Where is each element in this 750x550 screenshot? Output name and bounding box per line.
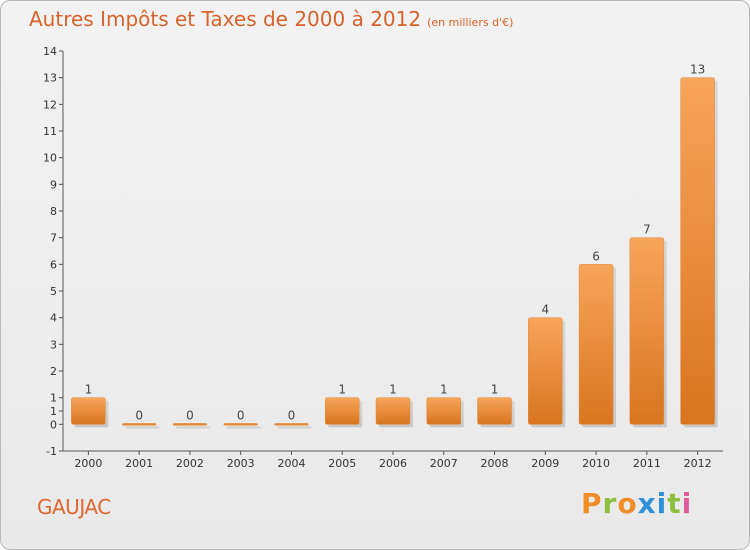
bar-value-label: 0	[186, 408, 194, 422]
y-tick-label: 5	[50, 285, 57, 298]
y-tick-label: 4	[50, 312, 57, 325]
bar-value-label: 1	[440, 383, 448, 397]
y-tick-label: 10	[43, 152, 57, 165]
y-tick-label: 7	[50, 232, 57, 245]
bar-value-label: 1	[338, 383, 346, 397]
bar-shadow	[226, 426, 261, 429]
logo-letter: i	[681, 487, 693, 520]
y-tick-label: 8	[50, 205, 57, 218]
y-tick-label: 1	[50, 405, 57, 418]
bar	[528, 317, 563, 425]
bar-value-label: 0	[237, 408, 245, 422]
x-tick-label: 2011	[633, 457, 661, 470]
bar	[680, 77, 715, 425]
bar-value-label: 0	[288, 408, 296, 422]
bar-shadow	[125, 426, 160, 429]
y-tick-label: 3	[50, 338, 57, 351]
chart-title-unit: (en milliers d'€)	[427, 16, 514, 29]
bar-shadow	[175, 426, 210, 429]
bar-value-label: 7	[643, 223, 651, 237]
bar-value-label: 0	[135, 408, 143, 422]
x-tick-label: 2010	[582, 457, 610, 470]
y-tick-label: 6	[50, 258, 57, 271]
x-tick-label: 2001	[125, 457, 153, 470]
y-tick-label: 0	[50, 418, 57, 431]
x-tick-label: 2009	[531, 457, 559, 470]
proxiti-logo: Proxiti	[581, 487, 692, 520]
bar-value-label: 6	[592, 249, 600, 263]
y-tick-label: -1	[46, 445, 57, 458]
bar	[477, 397, 512, 425]
y-tick-label: 12	[43, 98, 57, 111]
bar	[578, 264, 614, 425]
logo-letter: i	[656, 487, 668, 520]
bar	[274, 423, 309, 426]
bar	[324, 397, 360, 425]
chart-title: Autres Impôts et Taxes de 2000 à 2012 (en…	[29, 7, 513, 31]
bar	[375, 397, 411, 425]
bar-value-label: 4	[541, 303, 549, 317]
logo-letter: t	[667, 487, 682, 520]
bar-value-label: 13	[690, 63, 705, 77]
logo-letter: o	[617, 487, 638, 520]
commune-name: GAUJAC	[37, 495, 111, 519]
bar-value-label: 1	[491, 383, 499, 397]
bar-value-label: 1	[85, 383, 93, 397]
logo-letter: r	[602, 487, 618, 520]
y-tick-label: 2	[50, 365, 57, 378]
y-tick-label: 11	[43, 125, 57, 138]
x-tick-label: 2005	[328, 457, 356, 470]
x-tick-label: 2007	[430, 457, 458, 470]
y-tick-label: 1	[50, 392, 57, 405]
x-tick-label: 2006	[379, 457, 407, 470]
y-tick-label: 14	[43, 45, 57, 58]
x-tick-label: 2003	[227, 457, 255, 470]
x-tick-label: 2002	[176, 457, 204, 470]
logo-letter: x	[637, 487, 657, 520]
bar	[172, 423, 208, 426]
bar	[426, 397, 462, 425]
x-tick-label: 2004	[277, 457, 305, 470]
y-tick-label: 9	[50, 178, 57, 191]
y-tick-label: 13	[43, 72, 57, 85]
bar	[121, 423, 157, 426]
chart-title-main: Autres Impôts et Taxes de 2000 à 2012	[29, 7, 422, 31]
bar	[71, 397, 106, 425]
bar	[629, 237, 665, 425]
x-tick-label: 2008	[481, 457, 509, 470]
bar-value-label: 1	[389, 383, 397, 397]
bar-shadow	[277, 426, 312, 429]
x-tick-label: 2000	[74, 457, 102, 470]
x-tick-label: 2012	[684, 457, 712, 470]
bar	[223, 423, 258, 426]
logo-letter: P	[581, 487, 603, 520]
